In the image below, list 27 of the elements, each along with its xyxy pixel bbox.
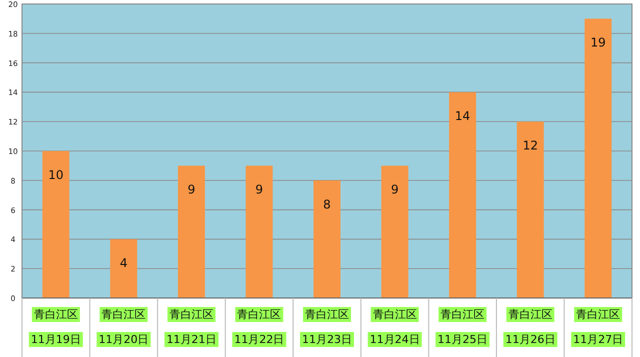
x-tick-label: 青白江区 11月19日 [30, 308, 81, 346]
x-tick-label: 青白江区 11月21日 [166, 308, 216, 346]
bar [381, 166, 408, 298]
data-label: 14 [454, 109, 470, 124]
x-tick-label: 青白江区 11月27日 [573, 308, 624, 346]
bar [110, 239, 138, 298]
bar [314, 180, 340, 298]
data-label: 9 [390, 182, 399, 197]
data-label: 8 [323, 197, 331, 212]
data-label: 12 [522, 138, 538, 153]
x-tick-label: 青白江区 11月24日 [370, 308, 420, 346]
bar [516, 122, 544, 298]
data-label: 4 [120, 256, 128, 270]
bar [42, 151, 70, 298]
data-label: 9 [188, 182, 196, 197]
x-tick-label: 青白江区 11月22日 [234, 308, 284, 346]
x-tick-label: 青白江区 11月26日 [505, 308, 556, 346]
bar [584, 18, 612, 298]
x-tick-label: 青白江区 11月25日 [438, 308, 488, 346]
bar [449, 92, 476, 298]
bar [178, 166, 205, 298]
data-label: 19 [590, 36, 606, 50]
data-label: 9 [255, 182, 264, 197]
bar [246, 166, 273, 298]
x-tick-label: 青白江区 11月20日 [98, 308, 149, 346]
data-label: 10 [48, 168, 64, 182]
x-tick-label: 青白江区 11月23日 [302, 308, 352, 346]
